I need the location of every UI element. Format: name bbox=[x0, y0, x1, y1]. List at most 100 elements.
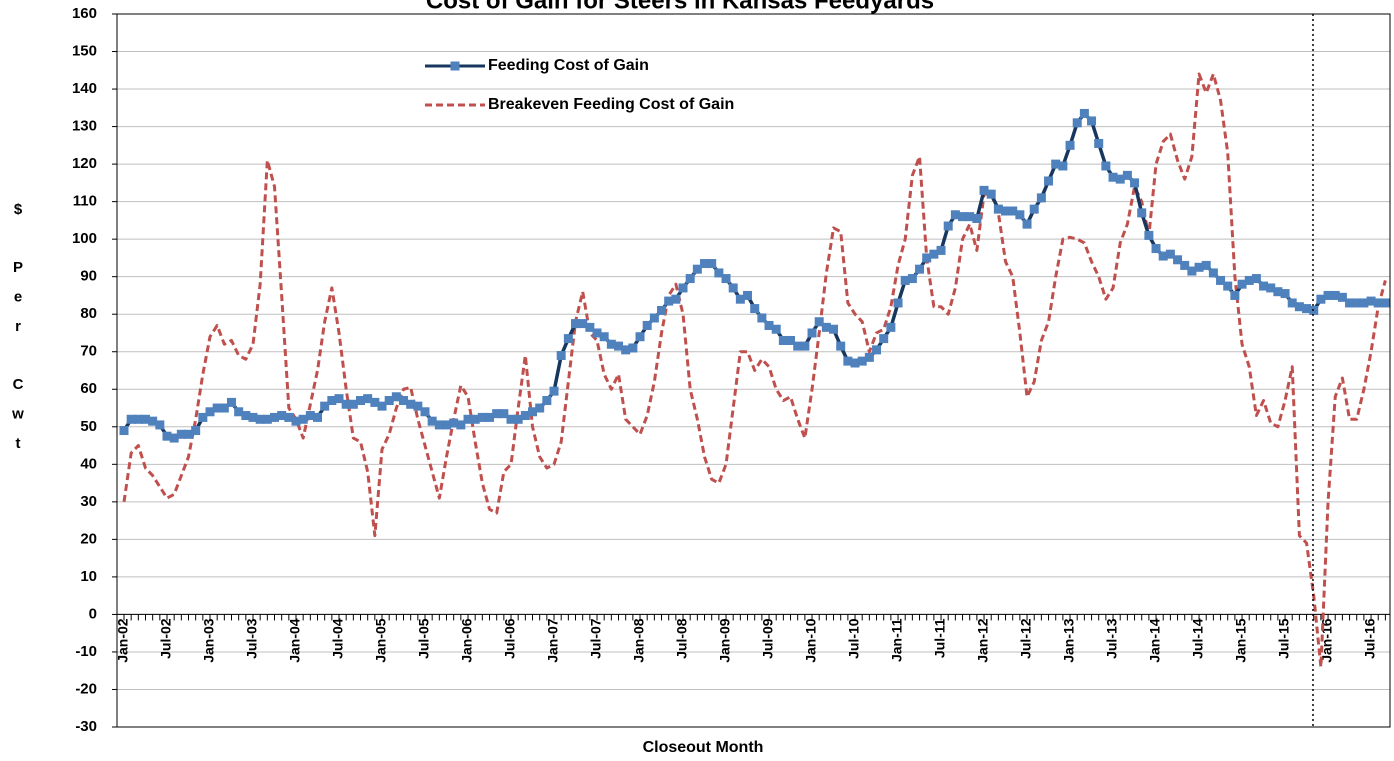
data-point bbox=[1079, 108, 1089, 118]
data-point bbox=[1137, 208, 1147, 218]
data-point bbox=[965, 212, 975, 222]
data-point bbox=[972, 214, 982, 224]
legend-label: Breakeven Feeding Cost of Gain bbox=[488, 96, 734, 113]
data-point bbox=[685, 274, 695, 284]
data-point bbox=[248, 412, 258, 422]
x-tick-label: Jul-06 bbox=[502, 618, 518, 659]
data-point bbox=[1216, 275, 1226, 285]
data-point bbox=[671, 294, 681, 304]
data-point bbox=[549, 386, 559, 396]
y-tick-label: 30 bbox=[80, 493, 97, 510]
data-point bbox=[141, 414, 151, 424]
data-point bbox=[298, 414, 308, 424]
data-point bbox=[198, 412, 208, 422]
x-tick-label: Jan-11 bbox=[889, 618, 905, 662]
data-point bbox=[1029, 204, 1039, 214]
data-point bbox=[664, 296, 674, 306]
data-point bbox=[535, 403, 545, 413]
y-tick-label: 10 bbox=[80, 568, 97, 585]
x-tick-label: Jan-09 bbox=[717, 618, 733, 663]
data-point bbox=[1001, 206, 1011, 216]
y-tick-label: 140 bbox=[72, 80, 97, 97]
x-tick-label: Jul-13 bbox=[1104, 618, 1120, 659]
data-point bbox=[714, 268, 724, 278]
data-point bbox=[384, 396, 394, 406]
data-point bbox=[635, 332, 645, 342]
y-tick-label: 20 bbox=[80, 530, 97, 547]
data-point bbox=[943, 221, 953, 231]
data-point bbox=[241, 411, 251, 421]
x-tick-label: Jul-14 bbox=[1190, 618, 1206, 659]
y-axis-title: e bbox=[14, 288, 22, 305]
data-point bbox=[757, 313, 767, 323]
data-point bbox=[1302, 304, 1312, 314]
x-tick-label: Jul-15 bbox=[1276, 618, 1292, 659]
x-tick-label: Jan-12 bbox=[975, 618, 991, 663]
data-point bbox=[1230, 290, 1240, 300]
data-point bbox=[399, 396, 409, 406]
y-axis-title: r bbox=[15, 318, 21, 335]
data-point bbox=[592, 328, 602, 338]
data-point bbox=[814, 317, 824, 327]
data-point bbox=[1280, 289, 1290, 299]
y-tick-label: 50 bbox=[80, 418, 97, 435]
data-point bbox=[528, 407, 538, 417]
data-point bbox=[1151, 244, 1161, 254]
data-point bbox=[126, 414, 136, 424]
data-point bbox=[563, 334, 573, 344]
y-axis-title: C bbox=[13, 376, 24, 393]
data-point bbox=[893, 298, 903, 308]
data-point bbox=[879, 334, 889, 344]
data-point bbox=[1194, 262, 1204, 272]
x-tick-label: Jan-10 bbox=[803, 618, 819, 663]
y-tick-label: -20 bbox=[75, 680, 97, 697]
legend-marker bbox=[450, 61, 460, 71]
data-point bbox=[571, 319, 581, 329]
y-tick-label: 40 bbox=[80, 455, 97, 472]
data-point bbox=[1165, 249, 1175, 259]
data-point bbox=[234, 407, 244, 417]
data-point bbox=[1287, 298, 1297, 308]
y-tick-label: 120 bbox=[72, 155, 97, 172]
data-point bbox=[700, 259, 710, 269]
data-point bbox=[1144, 230, 1154, 240]
data-point bbox=[628, 343, 638, 353]
data-point bbox=[800, 341, 810, 351]
data-point bbox=[1208, 268, 1218, 278]
data-point bbox=[427, 416, 437, 426]
data-point bbox=[1051, 159, 1061, 169]
data-point bbox=[1044, 176, 1054, 186]
data-point bbox=[1094, 138, 1104, 148]
data-point bbox=[377, 401, 387, 411]
data-point bbox=[456, 420, 466, 430]
y-tick-label: 60 bbox=[80, 380, 97, 397]
data-point bbox=[470, 414, 480, 424]
y-axis-title: P bbox=[13, 259, 23, 276]
data-point bbox=[950, 210, 960, 220]
x-tick-label: Jan-06 bbox=[459, 618, 475, 663]
x-tick-label: Jan-03 bbox=[201, 618, 217, 663]
y-tick-label: 160 bbox=[72, 5, 97, 22]
x-tick-label: Jan-15 bbox=[1233, 618, 1249, 663]
data-point bbox=[227, 397, 237, 407]
data-point bbox=[958, 212, 968, 222]
data-point bbox=[162, 431, 172, 441]
data-point bbox=[1259, 281, 1269, 291]
data-point bbox=[449, 418, 459, 428]
y-tick-label: 100 bbox=[72, 230, 97, 247]
x-tick-label: Jan-05 bbox=[373, 618, 389, 663]
data-point bbox=[857, 356, 867, 366]
data-point bbox=[929, 249, 939, 259]
data-point bbox=[886, 322, 896, 332]
data-point bbox=[621, 345, 631, 355]
y-tick-label: 110 bbox=[73, 193, 97, 210]
data-point bbox=[305, 411, 315, 421]
plot-frame bbox=[116, 13, 1391, 728]
data-point bbox=[176, 429, 186, 439]
data-point bbox=[1380, 298, 1390, 308]
x-tick-label: Jul-03 bbox=[244, 618, 260, 659]
y-tick-label: 80 bbox=[80, 305, 97, 322]
data-point bbox=[1266, 283, 1276, 293]
data-point bbox=[599, 332, 609, 342]
data-point bbox=[707, 259, 717, 269]
